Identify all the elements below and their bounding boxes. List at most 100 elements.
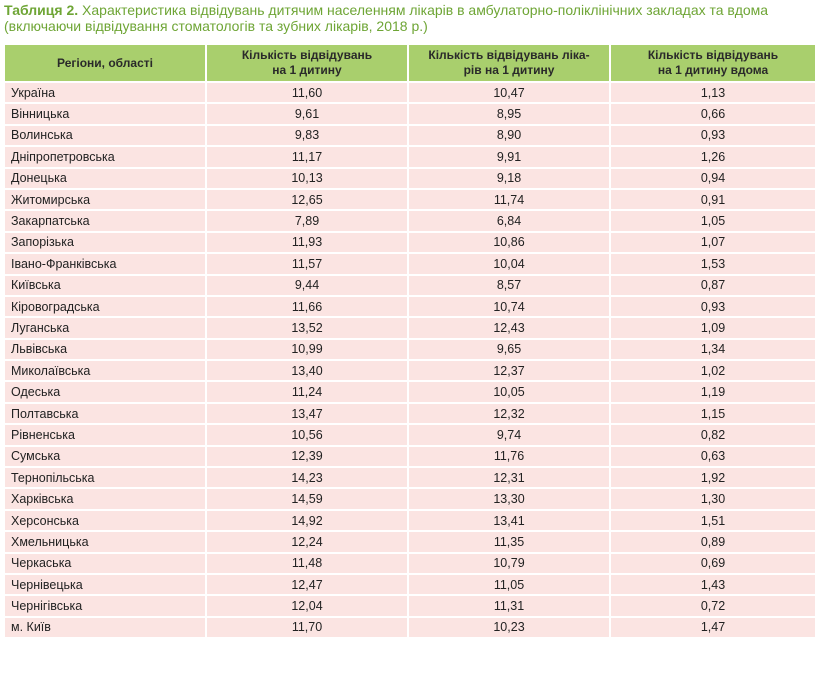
doctor-visits-cell: 8,95 xyxy=(409,104,609,124)
home-visits-cell: 0,69 xyxy=(611,553,815,573)
home-visits-cell: 1,26 xyxy=(611,147,815,167)
visits-cell: 11,48 xyxy=(207,553,407,573)
visits-cell: 11,60 xyxy=(207,83,407,103)
home-visits-cell: 0,72 xyxy=(611,596,815,616)
visits-cell: 12,47 xyxy=(207,574,407,595)
visits-cell: 13,47 xyxy=(207,403,407,424)
table-row: Одеська 11,24 10,05 1,19 xyxy=(5,382,815,402)
table-body: Україна 11,60 10,47 1,13 Вінницька 9,61 8,95 0,… xyxy=(5,83,815,638)
doctor-visits-cell: 11,05 xyxy=(409,574,609,595)
home-visits-cell: 0,93 xyxy=(611,296,815,317)
home-visits-cell: 1,05 xyxy=(611,211,815,231)
doctor-visits-cell: 12,32 xyxy=(409,403,609,424)
visits-cell: 9,83 xyxy=(207,125,407,146)
region-cell: Хмельницька xyxy=(5,532,205,552)
visits-cell: 10,13 xyxy=(207,168,407,188)
doctor-visits-cell: 13,30 xyxy=(409,489,609,509)
region-cell: Житомирська xyxy=(5,189,205,210)
region-cell: Херсонська xyxy=(5,510,205,531)
home-visits-cell: 0,66 xyxy=(611,104,815,124)
table-row: Україна 11,60 10,47 1,13 xyxy=(5,83,815,103)
visits-cell: 9,44 xyxy=(207,275,407,295)
home-visits-cell: 1,51 xyxy=(611,510,815,531)
home-visits-cell: 1,13 xyxy=(611,83,815,103)
region-cell: Кіровоградська xyxy=(5,296,205,317)
doctor-visits-cell: 9,65 xyxy=(409,339,609,360)
table-row: Дніпропетровська 11,17 9,91 1,26 xyxy=(5,147,815,167)
visits-cell: 11,93 xyxy=(207,232,407,253)
visits-cell: 14,59 xyxy=(207,489,407,509)
region-cell: Закарпатська xyxy=(5,211,205,231)
visits-cell: 12,39 xyxy=(207,446,407,467)
region-cell: Луганська xyxy=(5,318,205,338)
visits-cell: 13,40 xyxy=(207,361,407,381)
region-cell: Чернігівська xyxy=(5,596,205,616)
doctor-visits-cell: 10,05 xyxy=(409,382,609,402)
table-row: Хмельницька 12,24 11,35 0,89 xyxy=(5,532,815,552)
doctor-visits-cell: 12,43 xyxy=(409,318,609,338)
header-region: Регіони, області xyxy=(5,45,205,81)
region-cell: Тернопільська xyxy=(5,468,205,488)
doctor-visits-cell: 11,74 xyxy=(409,189,609,210)
region-cell: Рівненська xyxy=(5,425,205,445)
region-cell: м. Київ xyxy=(5,617,205,638)
region-cell: Запорізька xyxy=(5,232,205,253)
doctor-visits-cell: 10,74 xyxy=(409,296,609,317)
doctor-visits-cell: 11,31 xyxy=(409,596,609,616)
doctor-visits-cell: 11,35 xyxy=(409,532,609,552)
region-cell: Україна xyxy=(5,83,205,103)
table-row: Київська 9,44 8,57 0,87 xyxy=(5,275,815,295)
header-visits-per-child: Кількість відвідувань на 1 дитину xyxy=(207,45,407,81)
region-cell: Миколаївська xyxy=(5,361,205,381)
home-visits-cell: 0,89 xyxy=(611,532,815,552)
region-cell: Івано-Франківська xyxy=(5,254,205,274)
doctor-visits-cell: 10,23 xyxy=(409,617,609,638)
doctor-visits-cell: 6,84 xyxy=(409,211,609,231)
region-cell: Львівська xyxy=(5,339,205,360)
visits-cell: 11,57 xyxy=(207,254,407,274)
table-row: Івано-Франківська 11,57 10,04 1,53 xyxy=(5,254,815,274)
region-cell: Вінницька xyxy=(5,104,205,124)
doctor-visits-cell: 10,86 xyxy=(409,232,609,253)
visits-cell: 9,61 xyxy=(207,104,407,124)
table-row: Рівненська 10,56 9,74 0,82 xyxy=(5,425,815,445)
table-row: Чернівецька 12,47 11,05 1,43 xyxy=(5,574,815,595)
table-caption-text: Характеристика відвідувань дитячим насел… xyxy=(4,2,769,34)
table-row: Волинська 9,83 8,90 0,93 xyxy=(5,125,815,146)
table-row: Житомирська 12,65 11,74 0,91 xyxy=(5,189,815,210)
table-row: Сумська 12,39 11,76 0,63 xyxy=(5,446,815,467)
table-row: Львівська 10,99 9,65 1,34 xyxy=(5,339,815,360)
visits-cell: 10,56 xyxy=(207,425,407,445)
home-visits-cell: 0,91 xyxy=(611,189,815,210)
doctor-visits-cell: 12,31 xyxy=(409,468,609,488)
header-doctor-visits-per-child: Кількість відвідувань ліка- рів на 1 дит… xyxy=(409,45,609,81)
table-row: Чернігівська 12,04 11,31 0,72 xyxy=(5,596,815,616)
home-visits-cell: 1,09 xyxy=(611,318,815,338)
region-cell: Черкаська xyxy=(5,553,205,573)
doctor-visits-cell: 8,57 xyxy=(409,275,609,295)
table-caption-label: Таблиця 2. xyxy=(4,2,79,18)
table-row: Закарпатська 7,89 6,84 1,05 xyxy=(5,211,815,231)
region-cell: Одеська xyxy=(5,382,205,402)
region-cell: Полтавська xyxy=(5,403,205,424)
table-row: Донецька 10,13 9,18 0,94 xyxy=(5,168,815,188)
doctor-visits-cell: 8,90 xyxy=(409,125,609,146)
visits-cell: 13,52 xyxy=(207,318,407,338)
visits-cell: 12,65 xyxy=(207,189,407,210)
home-visits-cell: 1,15 xyxy=(611,403,815,424)
region-cell: Харківська xyxy=(5,489,205,509)
region-cell: Київська xyxy=(5,275,205,295)
doctor-visits-cell: 10,79 xyxy=(409,553,609,573)
doctor-visits-cell: 13,41 xyxy=(409,510,609,531)
visits-cell: 11,70 xyxy=(207,617,407,638)
home-visits-cell: 1,02 xyxy=(611,361,815,381)
region-cell: Донецька xyxy=(5,168,205,188)
home-visits-cell: 1,34 xyxy=(611,339,815,360)
home-visits-cell: 0,93 xyxy=(611,125,815,146)
home-visits-cell: 0,94 xyxy=(611,168,815,188)
doctor-visits-cell: 10,47 xyxy=(409,83,609,103)
doctor-visits-cell: 12,37 xyxy=(409,361,609,381)
home-visits-cell: 1,30 xyxy=(611,489,815,509)
home-visits-cell: 1,92 xyxy=(611,468,815,488)
visits-cell: 11,17 xyxy=(207,147,407,167)
